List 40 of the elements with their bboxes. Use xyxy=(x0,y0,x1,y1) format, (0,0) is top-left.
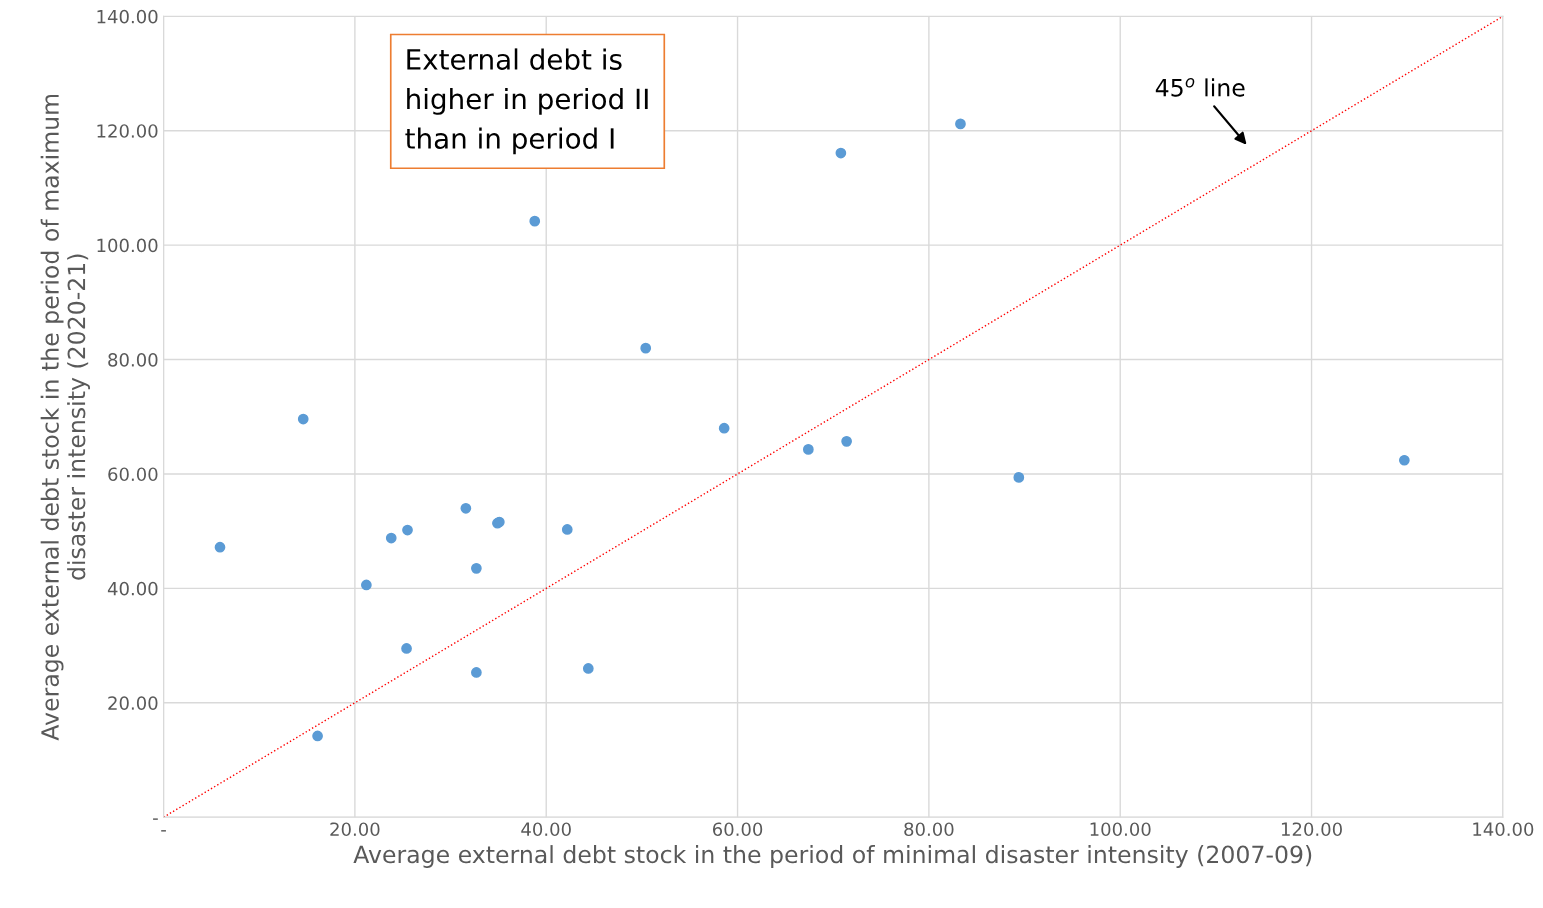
point xyxy=(835,147,847,159)
point xyxy=(802,444,814,455)
y-tick-label: 120.00 xyxy=(97,124,158,138)
point xyxy=(402,524,413,536)
y-tick-label: 40.00 xyxy=(107,581,158,596)
annotation: External debt is higher in period II than in period I xyxy=(405,48,648,155)
point xyxy=(1398,454,1410,466)
x-tick-label: 60.00 xyxy=(712,822,763,837)
x-tick-label: 100.00 xyxy=(1090,822,1151,837)
y-tick-label: 100.00 xyxy=(97,238,158,253)
y-axis-title: Average external debt stock in the period of maximum disaster intensity (2020-21) xyxy=(40,94,90,741)
point xyxy=(312,730,323,742)
y-tick-label: 60.00 xyxy=(108,467,158,482)
x-tick-label: 20.00 xyxy=(330,822,380,837)
point xyxy=(529,215,541,227)
point xyxy=(297,413,309,425)
point xyxy=(640,342,652,354)
y-tick-label: 20.00 xyxy=(108,696,158,710)
point xyxy=(401,643,412,654)
point xyxy=(460,502,472,514)
x-tick-label: 120.00 xyxy=(1281,822,1342,837)
x-tick-label: 80.00 xyxy=(904,822,954,837)
point xyxy=(471,667,482,678)
point xyxy=(718,422,730,434)
x-axis-title: Average external debt stock in the period of minimal disaster intensity (2007-09) xyxy=(353,845,1312,868)
y-tick-label: 140.00 xyxy=(97,9,158,24)
point xyxy=(214,541,226,553)
x-tick-label: 40.00 xyxy=(521,822,571,837)
annotation: 45$^{o}$ line xyxy=(1155,78,1245,97)
point xyxy=(1013,472,1025,483)
point xyxy=(582,663,594,674)
point xyxy=(955,118,966,130)
y-tick-label: 80.00 xyxy=(108,353,158,367)
point xyxy=(361,579,372,591)
point xyxy=(561,524,573,535)
x-tick-label: 140.00 xyxy=(1473,822,1534,837)
point xyxy=(385,532,397,544)
point xyxy=(471,563,482,574)
y-tick-label: - xyxy=(153,818,158,820)
point xyxy=(841,436,852,447)
